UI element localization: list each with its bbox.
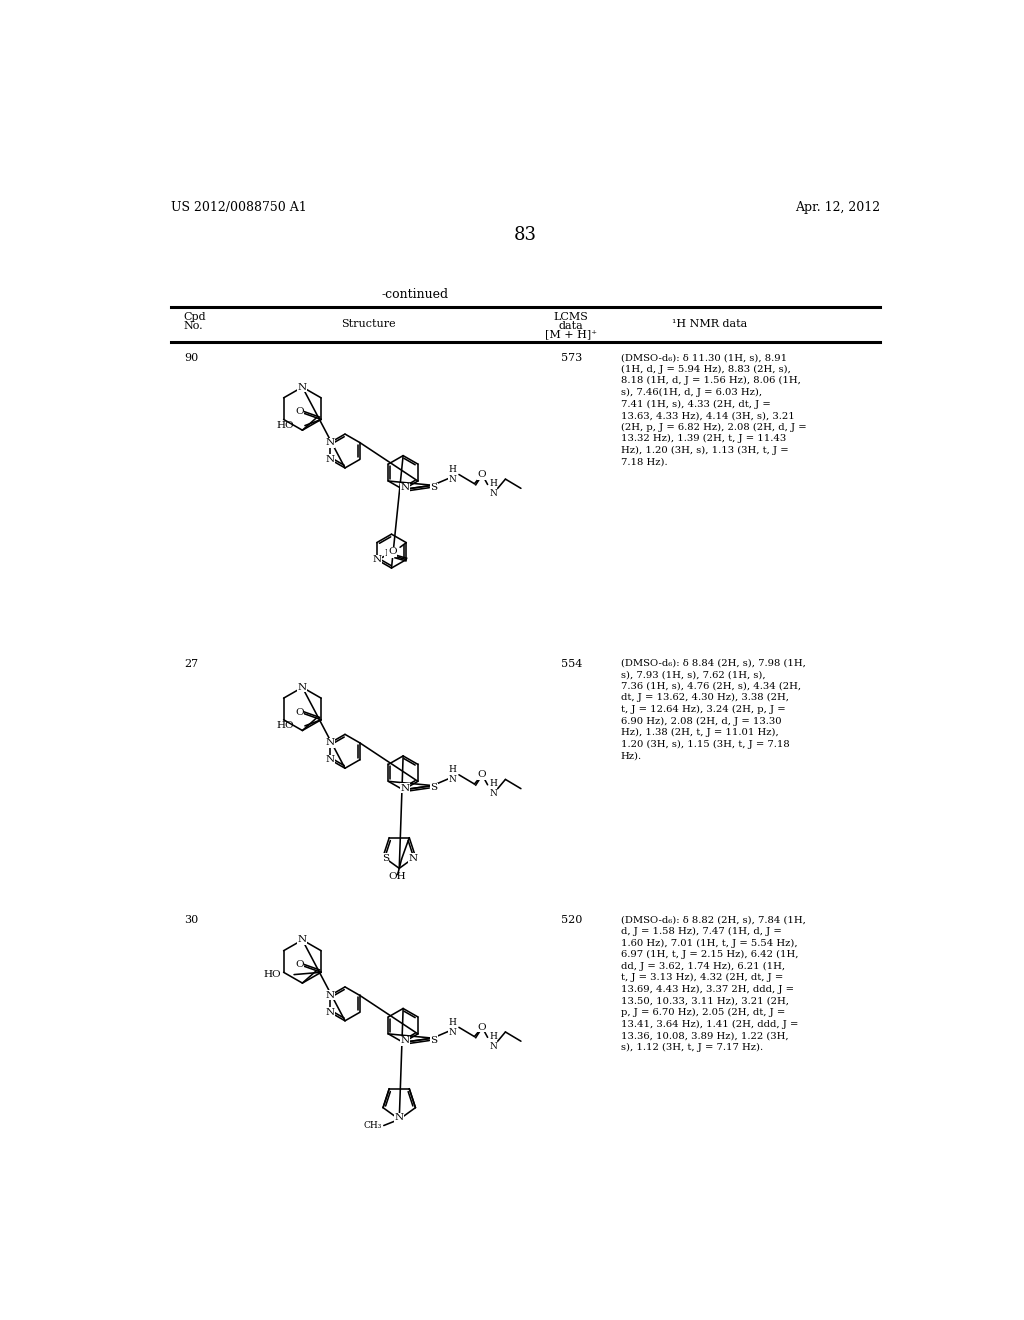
- Text: N: N: [326, 1008, 335, 1016]
- Text: H
N: H N: [449, 1018, 457, 1038]
- Text: (DMSO-d₆): δ 11.30 (1H, s), 8.91
(1H, d, J = 5.94 Hz), 8.83 (2H, s),
8.18 (1H, d: (DMSO-d₆): δ 11.30 (1H, s), 8.91 (1H, d,…: [621, 354, 807, 466]
- Text: 554: 554: [560, 659, 582, 669]
- Text: No.: No.: [183, 321, 204, 331]
- Text: N: N: [400, 784, 410, 793]
- Text: N: N: [326, 738, 335, 747]
- Text: O: O: [388, 548, 396, 556]
- Text: HO: HO: [263, 970, 281, 979]
- Text: O: O: [295, 708, 304, 717]
- Text: N: N: [298, 682, 307, 692]
- Text: N: N: [326, 991, 335, 999]
- Text: N: N: [298, 383, 307, 392]
- Text: O: O: [295, 960, 304, 969]
- Text: S: S: [430, 783, 437, 792]
- Text: US 2012/0088750 A1: US 2012/0088750 A1: [171, 201, 306, 214]
- Text: Apr. 12, 2012: Apr. 12, 2012: [795, 201, 880, 214]
- Text: OH: OH: [389, 871, 407, 880]
- Text: 573: 573: [561, 354, 582, 363]
- Text: 83: 83: [513, 226, 537, 244]
- Text: H
N: H N: [449, 465, 457, 484]
- Text: (DMSO-d₆): δ 8.84 (2H, s), 7.98 (1H,
s), 7.93 (1H, s), 7.62 (1H, s),
7.36 (1H, s: (DMSO-d₆): δ 8.84 (2H, s), 7.98 (1H, s),…: [621, 659, 806, 760]
- Text: LCMS: LCMS: [554, 313, 589, 322]
- Text: S: S: [430, 483, 437, 492]
- Text: HO: HO: [276, 722, 294, 730]
- Text: O: O: [478, 1023, 486, 1032]
- Text: H
N: H N: [489, 779, 497, 799]
- Text: ¹H NMR data: ¹H NMR data: [672, 318, 746, 329]
- Text: N: N: [385, 549, 394, 558]
- Text: H
N: H N: [449, 766, 457, 784]
- Text: 27: 27: [183, 659, 198, 669]
- Text: N: N: [400, 483, 410, 492]
- Text: (DMSO-d₆): δ 8.82 (2H, s), 7.84 (1H,
d, J = 1.58 Hz), 7.47 (1H, d, J =
1.60 Hz),: (DMSO-d₆): δ 8.82 (2H, s), 7.84 (1H, d, …: [621, 915, 806, 1052]
- Text: O: O: [478, 470, 486, 479]
- Text: [M + H]⁺: [M + H]⁺: [546, 330, 597, 339]
- Text: S: S: [430, 1036, 437, 1045]
- Text: N: N: [326, 755, 335, 764]
- Text: data: data: [559, 321, 584, 331]
- Text: 30: 30: [183, 915, 198, 925]
- Text: 520: 520: [560, 915, 582, 925]
- Text: H
N: H N: [489, 1031, 497, 1051]
- Text: N: N: [326, 438, 335, 447]
- Text: O: O: [478, 771, 486, 779]
- Text: N: N: [400, 1036, 410, 1045]
- Text: O: O: [295, 408, 304, 416]
- Text: Structure: Structure: [341, 318, 395, 329]
- Text: N: N: [298, 936, 307, 944]
- Text: 90: 90: [183, 354, 198, 363]
- Text: CH₃: CH₃: [364, 1121, 382, 1130]
- Text: Cpd: Cpd: [183, 313, 207, 322]
- Text: -continued: -continued: [381, 288, 449, 301]
- Text: H
N: H N: [489, 479, 497, 498]
- Text: N: N: [409, 854, 418, 863]
- Text: N: N: [326, 455, 335, 463]
- Text: HO: HO: [276, 421, 294, 430]
- Text: N: N: [372, 556, 381, 564]
- Text: S: S: [382, 854, 389, 863]
- Text: N: N: [394, 1113, 403, 1122]
